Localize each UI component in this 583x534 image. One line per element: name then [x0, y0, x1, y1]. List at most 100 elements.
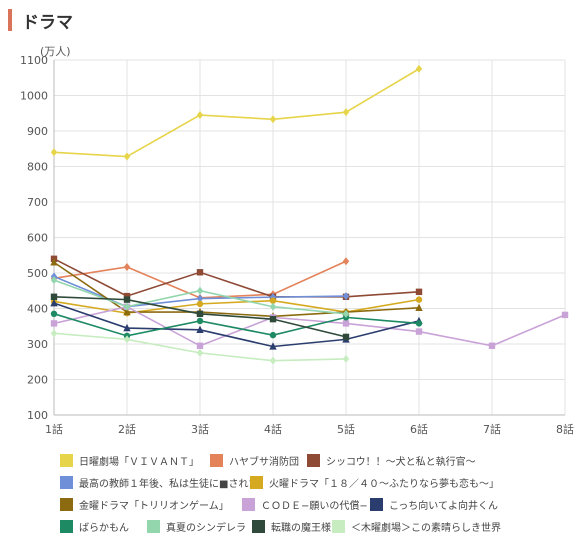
- data-point: [196, 300, 204, 308]
- data-point: [50, 293, 58, 300]
- legend-swatch: [60, 497, 73, 511]
- data-point: [196, 294, 204, 303]
- legend-item[interactable]: 金曜ドラマ「トリリオンゲーム」: [60, 496, 229, 512]
- data-point: [50, 276, 58, 285]
- data-point: [269, 315, 277, 323]
- legend-swatch: [60, 519, 73, 533]
- legend-swatch: [307, 453, 320, 467]
- legend-swatch: [210, 453, 223, 467]
- legend-label: 火曜ドラマ「１８／４０～ふたりなら夢も恋も～」: [269, 478, 499, 490]
- legend-swatch: [242, 497, 255, 511]
- legend-swatch: [60, 453, 73, 467]
- legend-item[interactable]: ハヤブサ消防団: [210, 452, 299, 468]
- legend-item[interactable]: ＣＯＤＥ−願いの代償−: [242, 496, 368, 512]
- x-tick-label: 7話: [483, 422, 501, 436]
- data-point: [123, 152, 131, 161]
- data-point: [269, 297, 277, 304]
- data-point: [488, 342, 496, 349]
- data-point: [415, 296, 423, 303]
- legend-swatch: [250, 475, 263, 489]
- data-point: [415, 303, 423, 311]
- legend-item[interactable]: 最高の教師１年後、私は生徒に■された: [60, 474, 258, 490]
- data-point: [342, 333, 350, 341]
- data-point: [196, 269, 204, 276]
- legend-label: 真夏のシンデレラ: [166, 522, 246, 534]
- page-title: ドラマ: [22, 13, 73, 33]
- data-point: [123, 292, 131, 300]
- legend-item[interactable]: シッコウ！！～犬と私と執行官～: [307, 452, 476, 468]
- y-tick-label: 600: [27, 232, 48, 245]
- data-point: [50, 298, 58, 307]
- data-point: [123, 296, 131, 303]
- legend-item[interactable]: ＜木曜劇場＞この素晴らしき世界: [332, 518, 501, 534]
- x-tick-label: 5話: [337, 422, 355, 436]
- data-point: [415, 64, 423, 73]
- y-tick-label: 1100: [20, 54, 48, 67]
- data-point: [269, 342, 277, 350]
- legend-item[interactable]: 真夏のシンデレラ: [147, 518, 246, 534]
- data-point: [123, 302, 131, 311]
- series-line: [53, 313, 420, 337]
- series-line: [53, 302, 420, 348]
- data-point: [342, 309, 350, 318]
- legend-swatch: [252, 519, 265, 533]
- legend-label: こっち向いてよ向井くん: [389, 500, 498, 512]
- legend-label: シッコウ！！～犬と私と執行官～: [326, 456, 476, 468]
- data-point: [561, 311, 569, 319]
- data-point: [196, 310, 204, 318]
- series-line: [53, 261, 420, 318]
- x-tick-label: 1話: [45, 422, 63, 436]
- y-tick-label: 400: [27, 303, 48, 316]
- legend-swatch: [60, 475, 73, 489]
- data-point: [196, 286, 204, 295]
- data-point: [196, 317, 204, 325]
- data-point: [196, 325, 204, 333]
- data-point: [269, 115, 277, 124]
- data-point: [269, 331, 277, 339]
- section-header: ドラマ: [0, 6, 583, 36]
- data-point: [50, 310, 58, 318]
- series-line: [53, 258, 420, 298]
- series-line: [53, 305, 566, 347]
- y-tick-label: 1000: [20, 90, 48, 103]
- data-point: [50, 148, 58, 157]
- data-point: [123, 262, 131, 271]
- legend-swatch: [332, 519, 345, 533]
- series-line: [53, 68, 420, 158]
- y-tick-label: 100: [27, 409, 48, 422]
- data-point: [50, 320, 58, 327]
- data-point: [123, 307, 131, 316]
- x-tick-label: 8話: [556, 422, 574, 436]
- y-tick-label: 800: [27, 161, 48, 174]
- legend-item[interactable]: こっち向いてよ向井くん: [370, 496, 498, 512]
- legend-item[interactable]: 転職の魔王様: [252, 518, 331, 534]
- line-chart: 100 200 300 400 500 600 700 800 900 1000 1100 1話 2話 3…: [20, 45, 574, 436]
- header-accent-bar: [8, 9, 12, 31]
- data-point: [269, 356, 277, 365]
- data-point: [342, 108, 350, 117]
- x-tick-label: 6話: [410, 422, 428, 436]
- y-tick-label: 900: [27, 125, 48, 138]
- legend-item[interactable]: 日曜劇場「ＶＩＶＡＮＴ」: [60, 452, 199, 468]
- legend-label: 金曜ドラマ「トリリオンゲーム」: [79, 500, 229, 512]
- data-point: [123, 335, 131, 344]
- data-point: [415, 320, 423, 327]
- data-point: [342, 257, 350, 266]
- y-axis-label: (万人): [40, 45, 71, 58]
- y-tick-label: 200: [27, 374, 48, 387]
- data-point: [342, 354, 350, 363]
- data-point: [50, 258, 58, 266]
- data-point: [415, 288, 423, 296]
- data-point: [342, 292, 350, 301]
- legend-item[interactable]: 火曜ドラマ「１８／４０～ふたりなら夢も恋も～」: [250, 474, 499, 490]
- data-point: [196, 342, 204, 349]
- legend-swatch: [147, 519, 160, 533]
- legend-label: ＜木曜劇場＞この素晴らしき世界: [351, 522, 501, 534]
- legend-label: ばらかもん: [79, 522, 129, 534]
- data-point: [196, 111, 204, 120]
- legend-label: 最高の教師１年後、私は生徒に■された: [79, 478, 259, 490]
- legend-label: 転職の魔王様: [271, 522, 331, 534]
- data-point: [342, 320, 350, 327]
- legend-item[interactable]: ばらかもん: [60, 518, 129, 534]
- data-point: [415, 328, 423, 335]
